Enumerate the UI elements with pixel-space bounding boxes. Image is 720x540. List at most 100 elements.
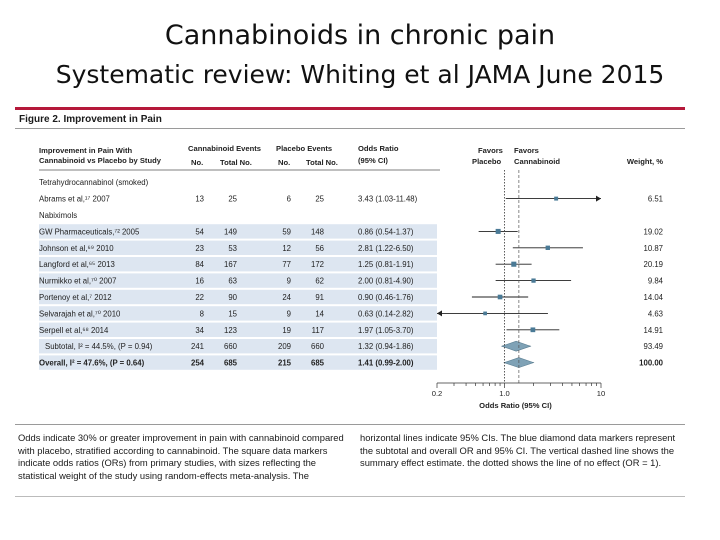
figure-accent-rule bbox=[15, 107, 685, 110]
header-weight: Weight, % bbox=[627, 157, 663, 166]
cannabinoid-events-cell: 54 bbox=[195, 227, 204, 236]
cannabinoid-events-cell: 13 bbox=[195, 195, 204, 204]
header-or-line2: (95% CI) bbox=[358, 156, 388, 165]
weight-cell: 14.91 bbox=[643, 326, 663, 335]
study-label: Portenoy et al,⁦⁷ 2012 bbox=[39, 293, 112, 302]
odds-ratio-cell: 0.86 (0.54-1.37) bbox=[358, 227, 414, 236]
study-label: Johnson et al,⁶⁹ 2010 bbox=[39, 244, 114, 253]
study-label: Overall, I² = 47.6%, (P = 0.64) bbox=[39, 359, 145, 368]
placebo-events-cell: 59 bbox=[282, 227, 291, 236]
study-marker bbox=[483, 311, 487, 316]
placebo-total-cell: 56 bbox=[315, 244, 324, 253]
caption-left: Odds indicate 30% or greater improvement… bbox=[18, 432, 344, 481]
placebo-events-cell: 77 bbox=[282, 260, 291, 269]
header-placebo-total: Total No. bbox=[306, 158, 338, 167]
cannabinoid-total-cell: 685 bbox=[224, 359, 238, 368]
cannabinoid-total-cell: 90 bbox=[228, 293, 237, 302]
study-marker bbox=[495, 228, 501, 234]
study-label: Langford et al,⁶⁵ 2013 bbox=[39, 260, 115, 269]
placebo-total-cell: 685 bbox=[311, 359, 325, 368]
placebo-total-cell: 660 bbox=[311, 342, 325, 351]
row-shade bbox=[39, 289, 437, 305]
header-placebo-no: No. bbox=[278, 158, 290, 167]
odds-ratio-cell: 1.32 (0.94-1.86) bbox=[358, 342, 414, 351]
study-marker bbox=[554, 196, 559, 201]
weight-cell: 100.00 bbox=[639, 359, 664, 368]
placebo-events-cell: 12 bbox=[282, 244, 291, 253]
placebo-events-cell: 24 bbox=[282, 293, 291, 302]
x-tick-label: 1.0 bbox=[499, 389, 510, 398]
odds-ratio-cell: 3.43 (1.03-11.48) bbox=[358, 195, 418, 204]
caption-right: horizontal lines indicate 95% CIs. The b… bbox=[360, 432, 676, 469]
cannabinoid-events-cell: 23 bbox=[195, 244, 204, 253]
weight-cell: 9.84 bbox=[648, 277, 664, 286]
placebo-events-cell: 9 bbox=[287, 309, 291, 318]
cannabinoid-events-cell: 241 bbox=[191, 342, 204, 351]
header-or-line1: Odds Ratio bbox=[358, 144, 399, 153]
weight-cell: 93.49 bbox=[643, 342, 663, 351]
odds-ratio-cell: 0.90 (0.46-1.76) bbox=[358, 293, 414, 302]
odds-ratio-cell: 2.00 (0.81-4.90) bbox=[358, 277, 414, 286]
header-canna-no: No. bbox=[191, 158, 203, 167]
cannabinoid-total-cell: 167 bbox=[224, 260, 237, 269]
odds-ratio-cell: 1.97 (1.05-3.70) bbox=[358, 326, 414, 335]
study-marker bbox=[511, 261, 517, 267]
placebo-events-cell: 19 bbox=[282, 326, 291, 335]
group-label: Tetrahydrocannabinol (smoked) bbox=[39, 178, 149, 187]
cannabinoid-events-cell: 8 bbox=[200, 309, 204, 318]
row-shade bbox=[39, 339, 437, 354]
cannabinoid-total-cell: 660 bbox=[224, 342, 238, 351]
header-study-line2: Cannabinoid vs Placebo by Study bbox=[39, 156, 162, 165]
cannabinoid-events-cell: 34 bbox=[195, 326, 204, 335]
header-placebo-events: Placebo Events bbox=[276, 144, 332, 153]
header-canna-total: Total No. bbox=[220, 158, 252, 167]
header-study-line1: Improvement in Pain With bbox=[39, 146, 133, 155]
placebo-total-cell: 62 bbox=[315, 277, 324, 286]
cannabinoid-events-cell: 16 bbox=[195, 277, 204, 286]
study-marker bbox=[545, 245, 550, 250]
x-tick-label: 0.2 bbox=[432, 389, 443, 398]
odds-ratio-cell: 0.63 (0.14-2.82) bbox=[358, 309, 414, 318]
table-rows: Tetrahydrocannabinol (smoked) Abrams et a… bbox=[39, 178, 664, 370]
study-label: Nurmikko et al,⁷⁰ 2007 bbox=[39, 277, 116, 286]
placebo-total-cell: 14 bbox=[315, 309, 324, 318]
cannabinoid-events-cell: 254 bbox=[191, 359, 205, 368]
placebo-events-cell: 6 bbox=[287, 195, 291, 204]
ci-arrow-right bbox=[596, 195, 601, 202]
figure-label-rule bbox=[15, 128, 685, 129]
odds-ratio-cell: 1.25 (0.81-1.91) bbox=[358, 260, 414, 269]
placebo-events-cell: 215 bbox=[278, 359, 292, 368]
row-shade bbox=[39, 355, 437, 370]
column-headers: Improvement in Pain With Cannabinoid vs … bbox=[39, 144, 663, 167]
slide-title: Cannabinoids in chronic pain bbox=[164, 20, 556, 51]
cannabinoid-events-cell: 22 bbox=[195, 293, 204, 302]
plot-area: 0.2 1.0 10 Odds Ratio (95% CI) bbox=[432, 170, 605, 410]
row-shade bbox=[39, 306, 437, 321]
placebo-total-cell: 25 bbox=[315, 195, 324, 204]
study-marker bbox=[531, 278, 536, 283]
header-cannabinoid-label: Cannabinoid bbox=[514, 157, 560, 166]
group-label: Nabiximols bbox=[39, 211, 77, 220]
bottom-rule bbox=[15, 496, 685, 497]
row-shade bbox=[39, 224, 437, 239]
x-tick-label: 10 bbox=[597, 389, 605, 398]
cannabinoid-total-cell: 63 bbox=[228, 277, 237, 286]
row-shade bbox=[39, 273, 437, 288]
cannabinoid-total-cell: 25 bbox=[228, 195, 237, 204]
caption-rule bbox=[15, 424, 685, 425]
placebo-total-cell: 117 bbox=[312, 326, 324, 335]
placebo-events-cell: 9 bbox=[287, 277, 291, 286]
placebo-total-cell: 91 bbox=[315, 293, 324, 302]
cannabinoid-total-cell: 149 bbox=[224, 227, 237, 236]
study-label: Abrams et al,¹⁷ 2007 bbox=[39, 195, 110, 204]
placebo-total-cell: 172 bbox=[311, 260, 324, 269]
row-shade bbox=[39, 257, 437, 272]
weight-cell: 6.51 bbox=[648, 195, 663, 204]
weight-cell: 20.19 bbox=[643, 260, 663, 269]
header-favors-right: Favors bbox=[514, 146, 539, 155]
odds-ratio-cell: 1.41 (0.99-2.00) bbox=[358, 359, 414, 368]
study-label: Subtotal, I² = 44.5%, (P = 0.94) bbox=[45, 342, 153, 351]
cannabinoid-events-cell: 84 bbox=[195, 260, 204, 269]
cannabinoid-total-cell: 123 bbox=[224, 326, 237, 335]
study-label: GW Pharmaceuticals,⁷² 2005 bbox=[39, 227, 140, 236]
